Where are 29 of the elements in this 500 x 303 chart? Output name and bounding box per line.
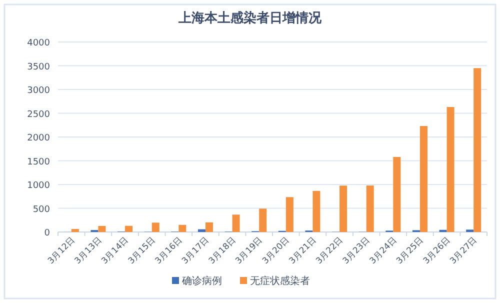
bar	[152, 222, 160, 232]
legend-label: 确诊病例	[181, 275, 222, 287]
bar	[71, 228, 79, 232]
bar	[393, 156, 401, 232]
bar	[205, 222, 213, 232]
bar	[259, 208, 267, 232]
legend-label: 无症状感染者	[250, 275, 310, 287]
y-tick-label: 2500	[27, 110, 50, 120]
y-tick-label: 4000	[27, 38, 50, 48]
bar	[232, 214, 240, 232]
bar	[125, 226, 133, 232]
bar	[98, 226, 106, 232]
y-tick-label: 500	[32, 204, 50, 215]
bar	[474, 68, 482, 232]
bar	[178, 224, 186, 232]
y-tick-label: 0	[44, 228, 50, 238]
bar	[286, 197, 294, 232]
y-tick-label: 3000	[27, 86, 50, 96]
bar	[446, 107, 454, 232]
bar	[420, 126, 428, 232]
y-tick-label: 2000	[27, 134, 50, 144]
chart-title: 上海本土感染者日增情况	[178, 10, 322, 26]
y-tick-label: 1500	[27, 157, 50, 168]
bar	[198, 229, 206, 232]
bar	[340, 186, 348, 232]
bar	[366, 185, 374, 232]
y-tick-label: 3500	[27, 62, 50, 72]
bar	[312, 190, 320, 232]
y-tick-label: 1000	[27, 181, 50, 191]
